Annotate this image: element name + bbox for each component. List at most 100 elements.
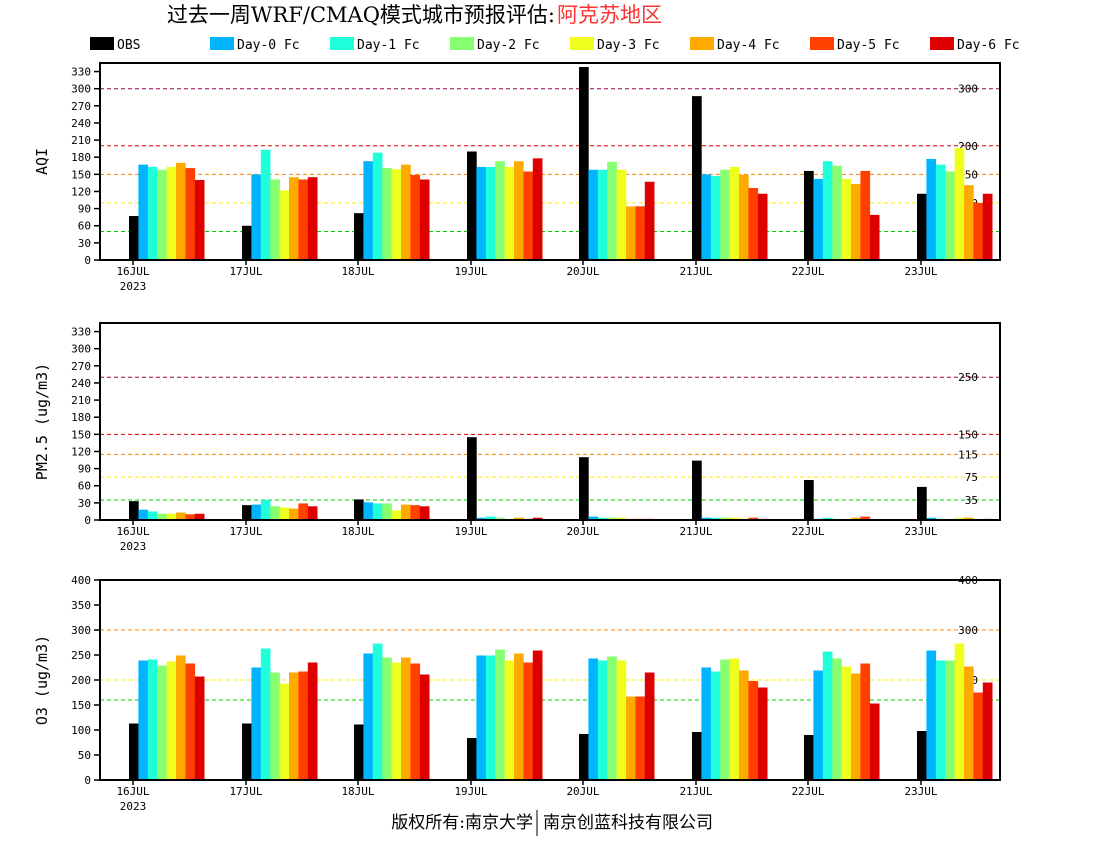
bar-day-0-fc [251, 667, 262, 780]
bar-day-6-fc [419, 674, 430, 780]
bar-day-0-fc [363, 653, 374, 780]
bar-day-6-fc [194, 180, 205, 260]
legend-item: Day-2 Fc [450, 37, 540, 53]
y-tick-label: 240 [71, 117, 91, 130]
bar-day-2-fc [945, 660, 955, 780]
legend-swatch [330, 37, 354, 50]
panels: 5010015020030003060901201501802102402703… [33, 62, 1001, 813]
y-tick-label: 0 [84, 514, 91, 527]
bar-day-4-fc [851, 517, 861, 520]
bar-obs [917, 486, 927, 520]
x-tick-label: 22JUL [791, 265, 824, 278]
bar-day-6-fc [307, 177, 318, 260]
bar-day-6-fc [644, 672, 655, 780]
bar-obs [129, 501, 139, 520]
bar-obs [354, 213, 364, 260]
x-year-label: 2023 [120, 800, 147, 813]
bar-day-5-fc [185, 168, 196, 260]
bar-obs [129, 723, 139, 780]
y-tick-label: 200 [71, 674, 91, 687]
y-tick-label: 240 [71, 377, 91, 390]
y-tick-label: 30 [78, 237, 91, 250]
y-tick-label: 0 [84, 254, 91, 267]
bar-obs [467, 151, 477, 260]
legend-label: Day-5 Fc [837, 38, 900, 53]
bar-day-5-fc [185, 514, 196, 520]
threshold-label: 150 [958, 428, 978, 441]
y-tick-label: 100 [71, 724, 91, 737]
bar-day-3-fc [504, 166, 515, 260]
bar-day-2-fc [720, 659, 730, 780]
y-tick-label: 90 [78, 203, 91, 216]
bar-day-4-fc [514, 161, 524, 260]
bar-day-5-fc [635, 206, 646, 260]
bar-day-3-fc [279, 507, 290, 520]
chart-title-region: 阿克苏地区 [557, 3, 662, 27]
y-tick-label: 330 [71, 66, 91, 79]
y-tick-label: 270 [71, 100, 91, 113]
bar-obs [917, 731, 927, 780]
bar-day-0-fc [813, 178, 824, 260]
bar-day-4-fc [739, 174, 749, 260]
legend-label: Day-0 Fc [237, 38, 300, 53]
bar-day-1-fc [822, 517, 833, 520]
bar-day-6-fc [419, 506, 430, 520]
chart-title: 过去一周WRF/CMAQ模式城市预报评估: [167, 3, 555, 27]
bar-day-1-fc [260, 648, 271, 780]
legend-item: Day-5 Fc [810, 37, 900, 53]
bar-day-2-fc [832, 658, 842, 780]
bar-day-3-fc [279, 190, 290, 260]
bar-obs [354, 499, 364, 520]
bar-day-6-fc [982, 682, 993, 780]
bar-day-0-fc [251, 174, 262, 260]
bar-day-3-fc [504, 660, 515, 780]
x-tick-label: 20JUL [566, 525, 599, 538]
y-tick-label: 300 [71, 343, 91, 356]
bar-day-2-fc [382, 168, 392, 260]
bar-day-6-fc [757, 193, 768, 260]
x-tick-label: 17JUL [229, 265, 262, 278]
bar-day-3-fc [954, 643, 965, 780]
y-axis-label: O3 (ug/m3) [33, 635, 51, 725]
threshold-label: 75 [965, 471, 978, 484]
bar-day-3-fc [166, 661, 177, 780]
y-tick-label: 120 [71, 445, 91, 458]
bar-day-4-fc [626, 696, 636, 780]
x-tick-label: 22JUL [791, 525, 824, 538]
bar-day-4-fc [401, 164, 411, 260]
bar-day-5-fc [410, 663, 421, 780]
bar-day-3-fc [841, 178, 852, 260]
bar-day-3-fc [729, 517, 740, 520]
bar-day-1-fc [710, 176, 721, 260]
legend-label: Day-6 Fc [957, 38, 1020, 53]
legend-swatch [810, 37, 834, 50]
bar-day-0-fc [701, 174, 712, 260]
bar-day-2-fc [157, 665, 167, 780]
bar-day-5-fc [973, 202, 984, 260]
legend-swatch [450, 37, 474, 50]
x-tick-label: 22JUL [791, 785, 824, 798]
bar-day-5-fc [973, 692, 984, 780]
legend-swatch [90, 37, 114, 50]
bar-day-1-fc [372, 152, 383, 260]
x-tick-label: 23JUL [904, 785, 937, 798]
bar-day-3-fc [279, 683, 290, 780]
bar-day-4-fc [964, 185, 974, 260]
x-tick-label: 19JUL [454, 785, 487, 798]
x-tick-label: 18JUL [341, 525, 374, 538]
bar-day-0-fc [701, 517, 712, 520]
y-axis-label: AQI [33, 148, 51, 175]
bar-day-0-fc [138, 164, 149, 260]
bar-day-6-fc [532, 650, 543, 780]
bar-day-5-fc [748, 517, 759, 520]
bar-day-2-fc [382, 503, 392, 520]
bar-day-2-fc [495, 161, 505, 260]
y-tick-label: 60 [78, 480, 91, 493]
bar-day-6-fc [532, 158, 543, 260]
x-tick-label: 20JUL [566, 785, 599, 798]
x-tick-label: 19JUL [454, 525, 487, 538]
bar-day-4-fc [964, 517, 974, 520]
bar-day-2-fc [270, 672, 280, 780]
x-tick-label: 21JUL [679, 785, 712, 798]
bar-day-4-fc [176, 512, 186, 520]
